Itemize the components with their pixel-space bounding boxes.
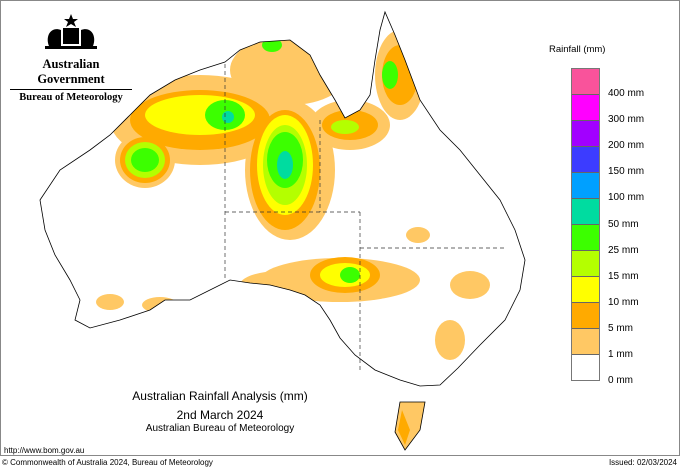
legend-label: 50 mm	[608, 218, 639, 230]
legend-band	[572, 329, 599, 355]
coat-of-arms-icon	[45, 14, 97, 49]
rainfall-overlay	[96, 30, 490, 360]
legend-band	[572, 355, 599, 380]
legend-label: 300 mm	[608, 114, 645, 126]
legend-band	[572, 173, 599, 199]
legend-label: 10 mm	[608, 296, 639, 308]
legend-band	[572, 95, 599, 121]
copyright-text: © Commonwealth of Australia 2024, Bureau…	[2, 458, 213, 467]
legend-title: Rainfall (mm)	[549, 44, 606, 55]
legend-band	[572, 303, 599, 329]
government-logo: Australian Government Bureau of Meteorol…	[10, 12, 132, 103]
legend-band	[572, 199, 599, 225]
legend-band	[572, 69, 599, 95]
legend-label: 100 mm	[608, 192, 645, 204]
map-source: Australian Bureau of Meteorology	[145, 423, 295, 434]
bureau-label: Bureau of Meteorology	[19, 92, 123, 103]
legend-label: 0 mm	[608, 375, 633, 387]
legend-label: 200 mm	[608, 140, 645, 152]
legend-label: 15 mm	[608, 270, 639, 282]
state-borders	[224, 64, 505, 370]
map-title: Australian Rainfall Analysis (mm)	[132, 389, 308, 403]
legend-band	[572, 277, 599, 303]
legend-colorbar	[571, 68, 600, 381]
issued-date: Issued: 02/03/2024	[608, 458, 677, 467]
legend-label: 1 mm	[608, 349, 633, 360]
legend-band	[572, 121, 599, 147]
government-label: Australian Government	[10, 57, 132, 90]
legend-label: 25 mm	[608, 244, 639, 256]
website-link[interactable]: http://www.bom.gov.au	[4, 446, 85, 455]
map-date: 2nd March 2024	[176, 408, 264, 422]
legend-band	[572, 225, 599, 251]
legend-label: 400 mm	[608, 88, 645, 99]
legend-label: 150 mm	[608, 166, 645, 178]
legend-band	[572, 251, 599, 277]
legend-label: 5 mm	[608, 322, 633, 334]
legend-band	[572, 147, 599, 173]
